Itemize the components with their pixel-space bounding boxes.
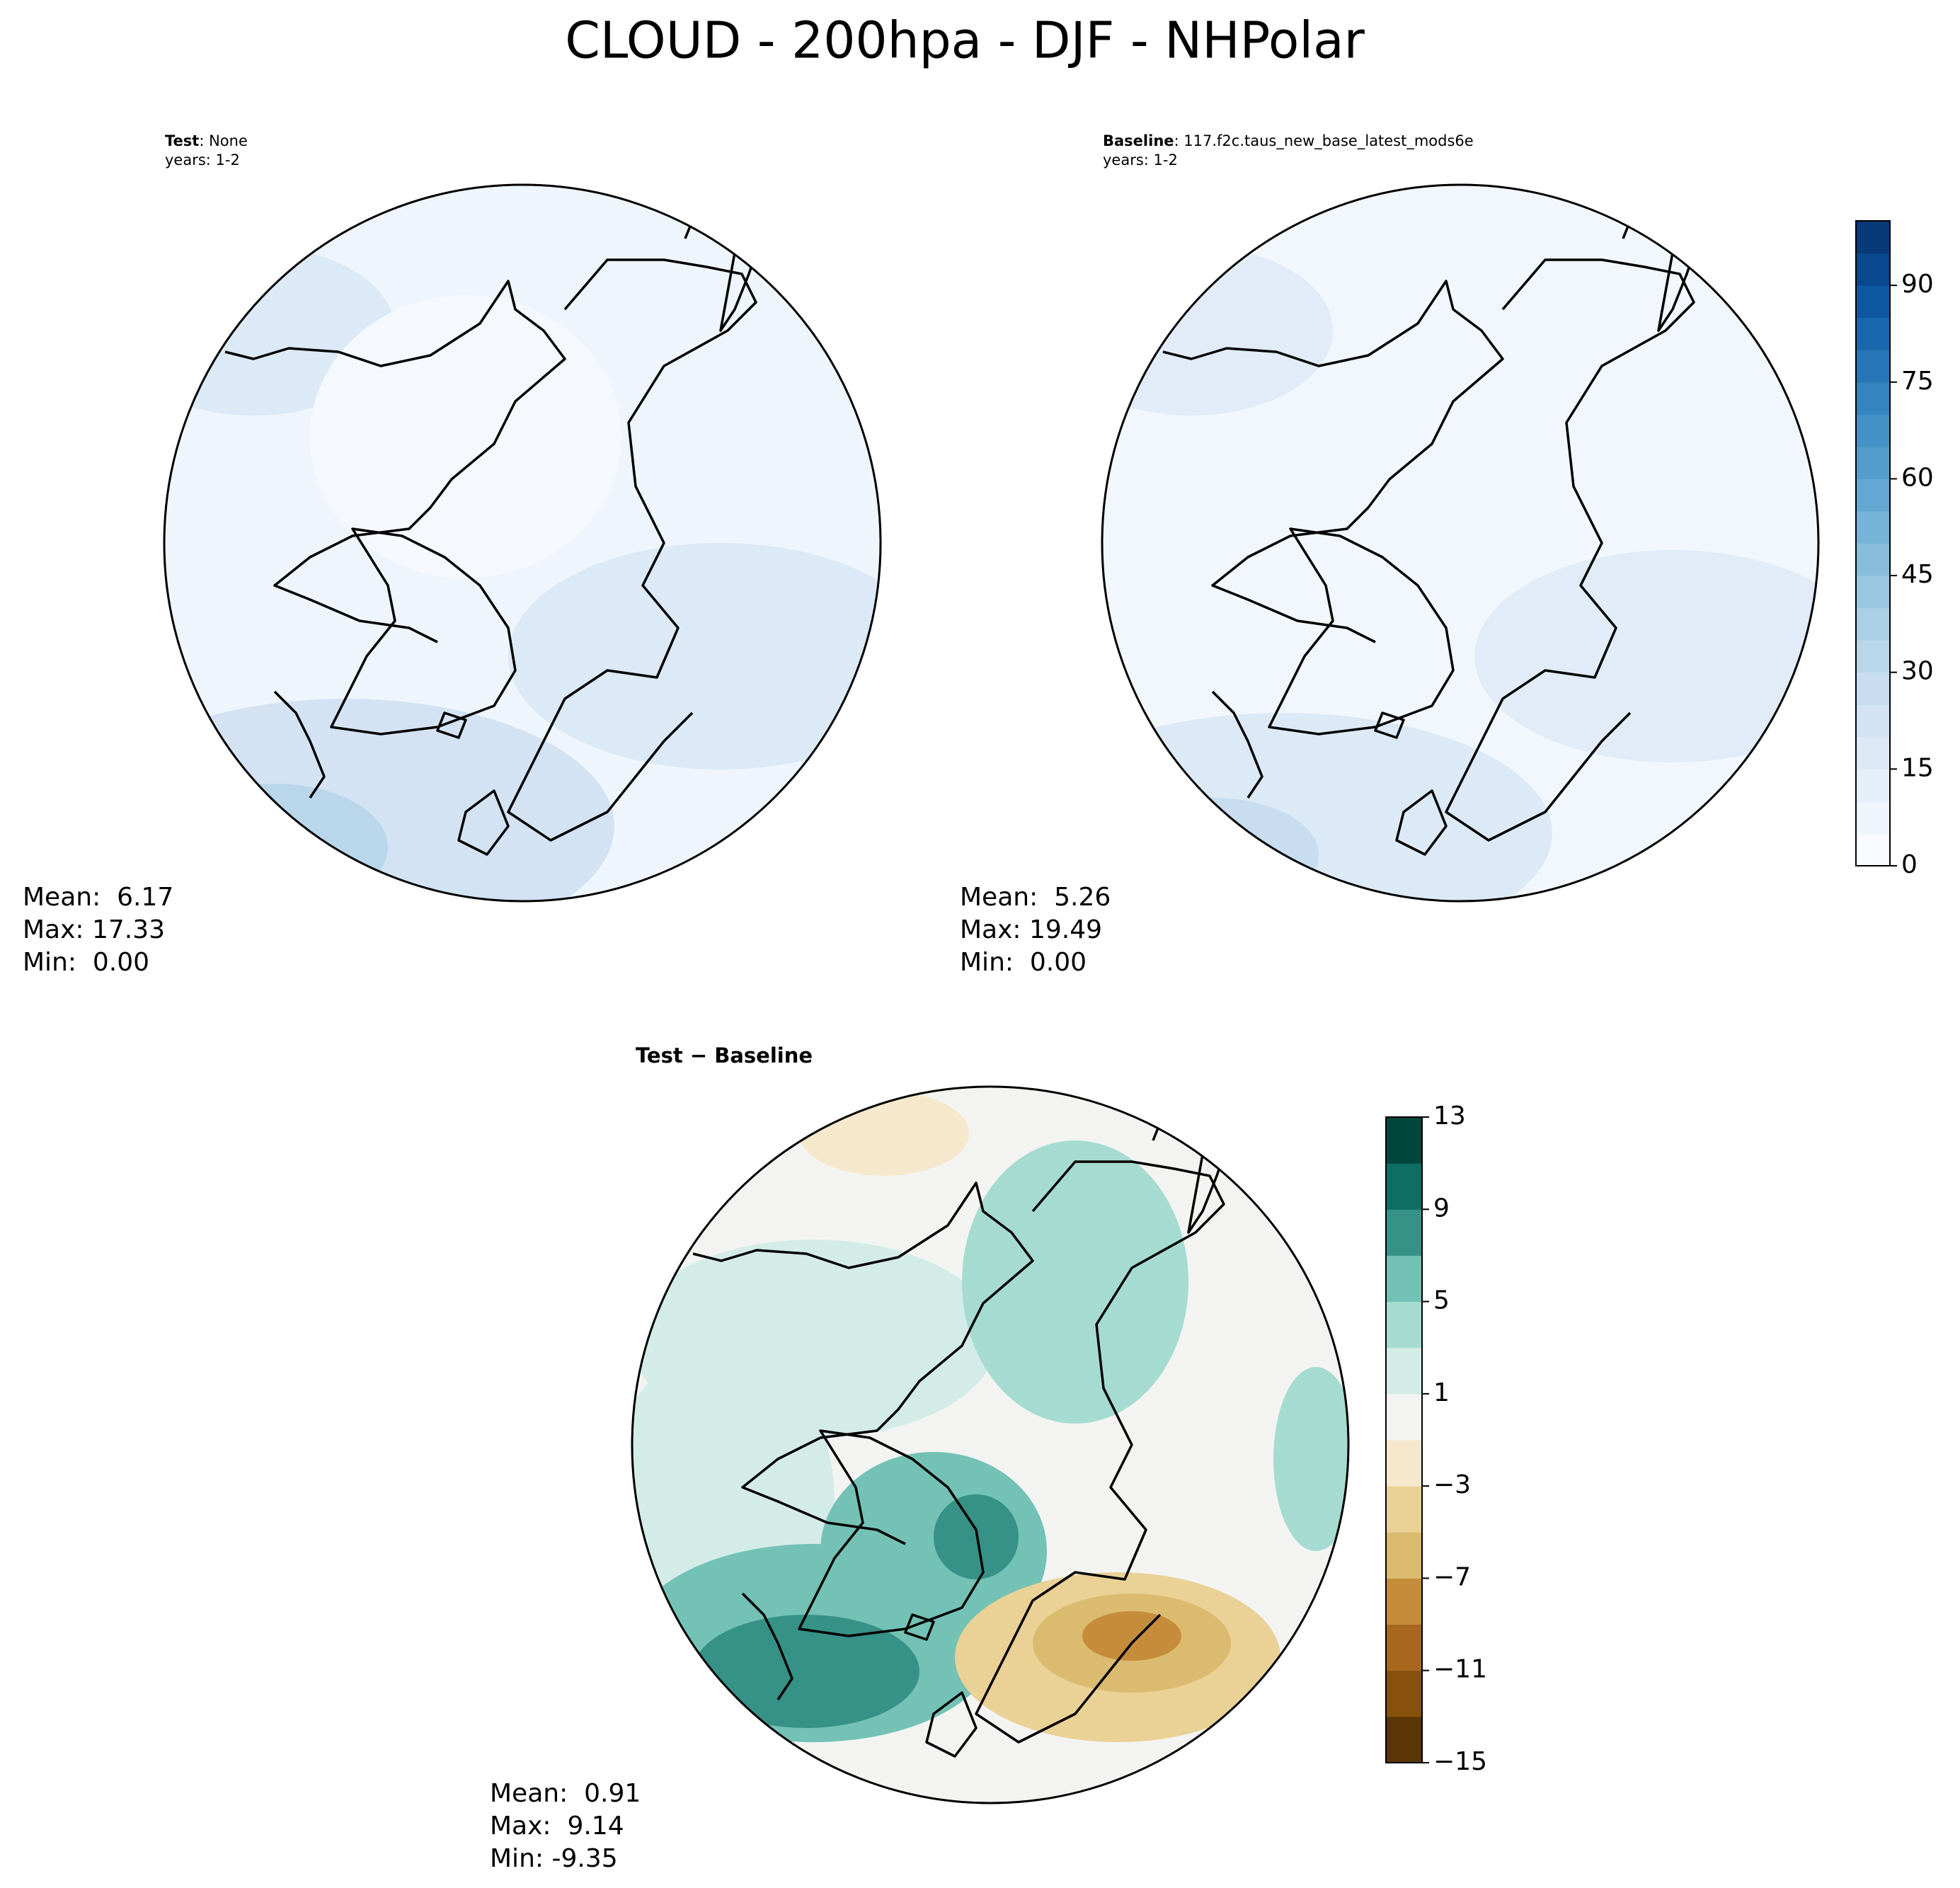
colorbar-band [1386, 1624, 1422, 1671]
stat: Min: 0.00 [960, 948, 1087, 977]
colorbar-tick-label: 5 [1433, 1286, 1450, 1315]
colorbar-tick-label: 0 [1901, 850, 1918, 879]
stat: Mean: 0.91 [490, 1779, 641, 1808]
panel-run: : 117.f2c.taus_new_base_latest_mods6e [1174, 132, 1474, 150]
colorbar-band [1386, 1486, 1422, 1533]
colorbar-band [1386, 1578, 1422, 1625]
polar-map [163, 183, 882, 903]
colorbar-tick-label: 15 [1901, 753, 1934, 782]
panel-label: Test − Baseline [636, 1043, 813, 1068]
colorbar-band [1856, 576, 1890, 609]
figure-title: CLOUD - 200hpa - DJF - NHPolar [565, 11, 1365, 70]
colorbar-band [1856, 382, 1890, 415]
colorbar-tick-label: 13 [1433, 1102, 1466, 1131]
polar-map [1101, 183, 1820, 903]
colorbar-band [1856, 414, 1890, 447]
colorbar-band [1386, 1393, 1422, 1441]
colorbar-band [1386, 1440, 1422, 1487]
colorbar-band [1856, 704, 1890, 738]
colorbar-tick-label: 60 [1901, 463, 1934, 492]
colorbar-band [1386, 1255, 1422, 1303]
colorbar-tick-label: −3 [1433, 1470, 1471, 1499]
colorbar-band [1856, 672, 1890, 705]
colorbar-tick-label: 30 [1901, 657, 1934, 686]
colorbar-frame [1385, 1116, 1423, 1763]
colorbar-band [1856, 543, 1890, 576]
colorbar-band [1386, 1301, 1422, 1349]
stat: Mean: 5.26 [960, 883, 1111, 912]
colorbar-tick-label: 75 [1901, 367, 1934, 396]
colorbar-band [1386, 1347, 1422, 1395]
colorbar-tick-label: 1 [1433, 1378, 1450, 1407]
colorbar-band [1856, 640, 1890, 673]
stat: Max: 17.33 [23, 915, 165, 944]
colorbar-band [1856, 607, 1890, 641]
stat: Max: 9.14 [490, 1812, 624, 1841]
colorbar-tick-label: 9 [1433, 1194, 1450, 1223]
colorbar-band [1386, 1209, 1422, 1256]
colorbar-tick-label: −11 [1433, 1655, 1487, 1684]
colorbar-band [1386, 1163, 1422, 1210]
panel-years: years: 1-2 [1103, 151, 1178, 168]
colorbar-tick-label: −7 [1433, 1562, 1471, 1591]
panel-run: : None [199, 132, 248, 149]
colorbar-band [1856, 769, 1890, 802]
panel-heading: Baseline: 117.f2c.taus_new_base_latest_m… [1103, 132, 1474, 150]
colorbar-band [1856, 317, 1890, 350]
colorbar-band [1856, 510, 1890, 544]
colorbar-band [1386, 1117, 1422, 1164]
colorbar-band [1856, 285, 1890, 319]
colorbar-band [1856, 801, 1890, 834]
colorbar-frame [1855, 220, 1891, 866]
colorbar-band [1856, 221, 1890, 254]
colorbar-band [1856, 253, 1890, 286]
panel-label: Baseline [1103, 132, 1174, 149]
panel-label: Test [165, 132, 199, 149]
panel-years: years: 1-2 [165, 151, 240, 168]
stat: Mean: 6.17 [23, 883, 173, 912]
colorbar-tick-label: 90 [1901, 270, 1934, 299]
colorbar-band [1386, 1716, 1422, 1763]
colorbar-band [1856, 736, 1890, 769]
colorbar-band [1856, 350, 1890, 383]
colorbar-tick-label: 45 [1901, 560, 1934, 589]
colorbar-band [1856, 479, 1890, 512]
colorbar-band [1856, 833, 1890, 866]
stat: Min: -9.35 [490, 1844, 618, 1873]
colorbar-band [1386, 1532, 1422, 1579]
colorbar-band [1856, 446, 1890, 479]
colorbar-band [1386, 1670, 1422, 1717]
stat: Max: 19.49 [960, 915, 1102, 944]
panel-heading: Test: None [165, 132, 248, 149]
colorbar-tick-label: −15 [1433, 1747, 1487, 1776]
polar-map [631, 1085, 1350, 1804]
stat: Min: 0.00 [23, 948, 149, 977]
